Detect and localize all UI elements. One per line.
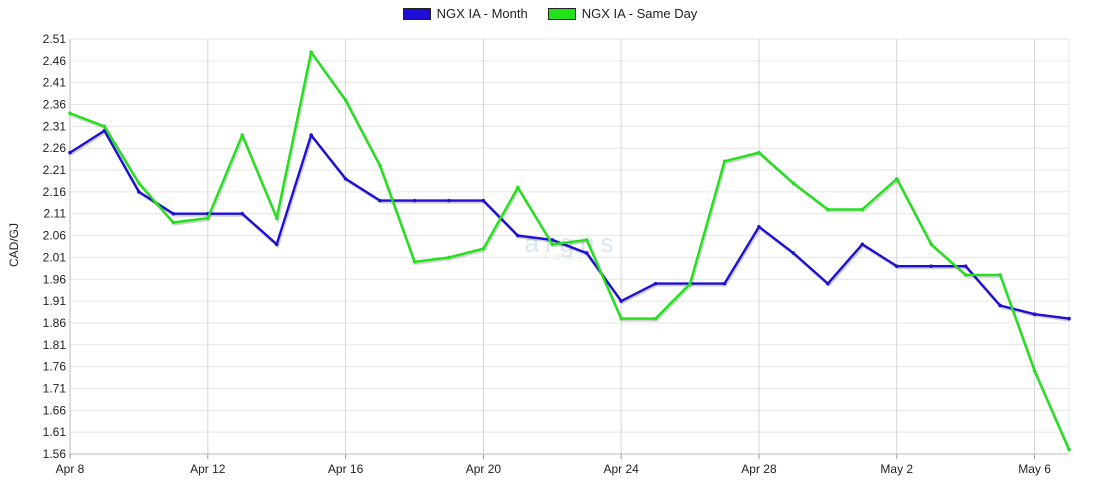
y-tick-label: 1.56: [43, 447, 67, 461]
data-point-month: [963, 264, 968, 268]
data-point-same-day: [274, 216, 279, 220]
y-tick-label: 2.06: [43, 229, 67, 243]
data-point-same-day: [481, 246, 486, 251]
data-point-same-day: [998, 273, 1002, 277]
y-tick-label: 2.16: [43, 185, 67, 199]
data-point-same-day: [240, 133, 245, 137]
data-point-month: [860, 242, 865, 247]
legend-swatch-month: [402, 7, 431, 20]
y-tick-label: 2.46: [43, 54, 67, 68]
x-tick-label: Apr 28: [741, 462, 777, 476]
data-point-same-day: [378, 163, 382, 168]
data-point-same-day: [894, 176, 899, 181]
data-point-month: [240, 211, 245, 216]
data-point-month: [447, 198, 451, 203]
x-tick-label: Apr 24: [603, 462, 639, 476]
y-tick-label: 1.76: [43, 360, 67, 374]
data-point-same-day: [343, 98, 348, 102]
y-tick-label: 1.91: [43, 294, 67, 308]
y-tick-label: 1.71: [43, 381, 67, 395]
y-tick-label: 2.26: [43, 141, 67, 155]
legend-item-same-day[interactable]: NGX IA - Same Day: [547, 6, 698, 21]
data-point-month: [653, 281, 658, 286]
data-point-same-day: [137, 181, 141, 185]
data-point-same-day: [929, 242, 934, 247]
data-point-month: [722, 281, 727, 286]
x-tick-label: Apr 20: [466, 462, 502, 476]
x-tick-label: Apr 12: [190, 462, 226, 476]
data-point-month: [894, 264, 899, 268]
data-point-same-day: [412, 259, 417, 264]
legend-swatch-same-day: [547, 7, 576, 20]
data-point-same-day: [447, 255, 451, 260]
data-point-same-day: [826, 207, 830, 212]
data-point-month: [584, 251, 589, 255]
y-tick-label: 2.36: [43, 98, 67, 112]
data-point-month: [137, 190, 141, 194]
data-point-same-day: [171, 220, 176, 225]
data-point-month: [68, 150, 72, 155]
data-point-month: [1032, 312, 1037, 317]
data-point-same-day: [757, 150, 761, 155]
data-point-same-day: [722, 159, 727, 164]
legend-label-same-day: NGX IA - Same Day: [581, 6, 698, 21]
data-point-month: [619, 299, 623, 303]
data-point-same-day: [584, 238, 589, 242]
y-tick-label: 2.31: [43, 119, 67, 133]
data-point-month: [1067, 316, 1071, 321]
data-point-month: [309, 133, 313, 137]
x-tick-label: Apr 8: [56, 462, 85, 476]
y-tick-label: 2.41: [43, 76, 67, 90]
data-point-month: [171, 211, 176, 216]
data-point-same-day: [102, 124, 107, 129]
data-point-same-day: [309, 50, 313, 54]
data-point-month: [929, 264, 934, 268]
data-point-same-day: [860, 207, 865, 212]
data-point-month: [481, 198, 486, 203]
data-point-same-day: [1032, 369, 1037, 373]
y-tick-label: 2.21: [43, 163, 67, 177]
y-tick-label: 2.51: [43, 32, 67, 46]
series-shadow-month: [70, 130, 1071, 322]
data-point-month: [791, 251, 796, 255]
data-point-month: [757, 225, 761, 229]
y-tick-label: 1.86: [43, 316, 67, 330]
legend: NGX IA - Month NGX IA - Same Day: [0, 6, 1100, 21]
data-point-same-day: [550, 242, 555, 247]
y-tick-label: 1.61: [43, 425, 67, 439]
legend-item-month[interactable]: NGX IA - Month: [402, 6, 528, 21]
y-tick-label: 2.01: [43, 250, 67, 264]
y-tick-label: 2.11: [44, 207, 67, 221]
data-point-same-day: [688, 281, 692, 286]
data-point-month: [378, 198, 382, 203]
y-tick-label: 1.96: [43, 272, 67, 286]
legend-label-month: NGX IA - Month: [436, 6, 528, 21]
data-point-month: [412, 198, 417, 203]
data-point-month: [998, 303, 1002, 308]
series-shadow-same-day: [70, 49, 1072, 452]
series-line-month: [69, 129, 1070, 320]
data-point-same-day: [791, 181, 796, 185]
x-tick-label: Apr 16: [328, 462, 364, 476]
data-point-same-day: [653, 316, 658, 321]
data-point-same-day: [516, 185, 520, 190]
series-line-same-day: [69, 50, 1071, 451]
data-point-month: [274, 242, 279, 247]
watermark-sub: POWER: [543, 255, 601, 262]
data-point-same-day: [1067, 447, 1071, 452]
data-point-same-day: [963, 273, 968, 277]
y-tick-label: 1.66: [43, 403, 67, 417]
data-point-same-day: [68, 111, 72, 116]
data-point-month: [826, 281, 830, 286]
data-point-same-day: [205, 216, 210, 220]
data-point-month: [343, 176, 348, 181]
y-tick-label: 1.81: [43, 338, 67, 352]
x-tick-label: May 6: [1018, 462, 1051, 476]
x-tick-label: May 2: [880, 462, 913, 476]
data-point-month: [516, 233, 520, 238]
data-point-same-day: [619, 316, 623, 321]
